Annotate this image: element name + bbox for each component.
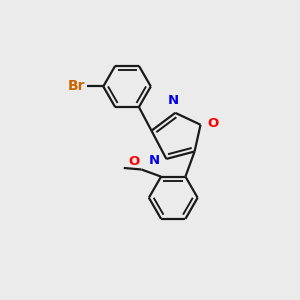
- Text: O: O: [207, 117, 218, 130]
- Text: O: O: [129, 155, 140, 168]
- Text: N: N: [168, 94, 179, 107]
- Text: Br: Br: [68, 80, 85, 94]
- Text: N: N: [149, 154, 160, 167]
